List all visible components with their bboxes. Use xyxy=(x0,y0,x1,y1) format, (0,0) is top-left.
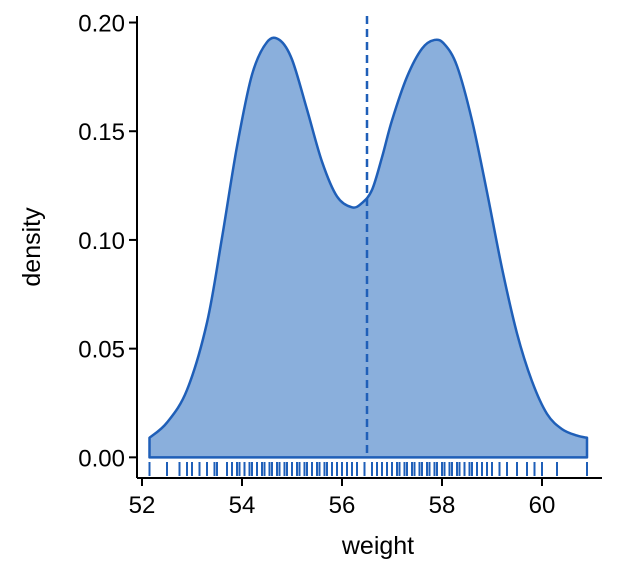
x-axis-title: weight xyxy=(341,532,414,560)
x-tick-label: 52 xyxy=(129,492,156,519)
x-tick-label: 58 xyxy=(429,492,456,519)
y-tick-label: 0.00 xyxy=(78,445,125,472)
y-tick-label: 0.10 xyxy=(78,228,125,255)
y-tick-label: 0.15 xyxy=(78,119,125,146)
y-axis-title: density xyxy=(18,207,46,287)
plot-area xyxy=(148,16,589,476)
y-tick-label: 0.20 xyxy=(78,11,125,38)
y-tick-label: 0.05 xyxy=(78,337,125,364)
density-area xyxy=(148,36,589,459)
x-tick-label: 54 xyxy=(229,492,256,519)
x-tick-label: 60 xyxy=(529,492,556,519)
axes: 52 54 56 58 60 0.00 0.05 0.10 0.15 0.20 xyxy=(78,11,602,519)
x-tick-label: 56 xyxy=(329,492,356,519)
